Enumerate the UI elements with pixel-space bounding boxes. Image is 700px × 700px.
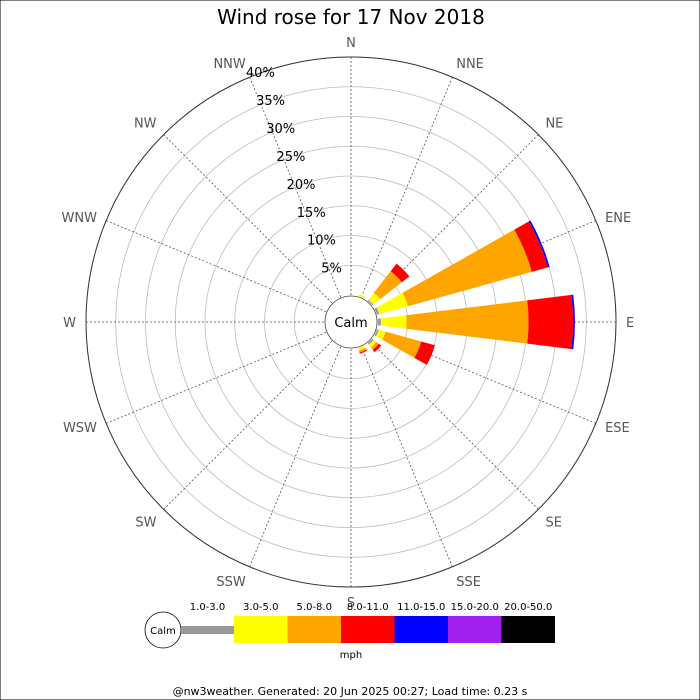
bar-ese-3.0-5.0	[376, 329, 386, 340]
bar-sse-8.0-11.0	[359, 349, 368, 354]
calm-circle	[324, 295, 378, 349]
bar-ese-8.0-11.0	[414, 341, 435, 365]
calm-center: Calm	[324, 295, 378, 349]
legend-swatch-1.0-3.0	[181, 626, 234, 634]
legend-swatch-20.0-50.0	[501, 616, 555, 643]
calm-label: Calm	[334, 316, 367, 331]
bar-e-5.0-8.0	[406, 300, 529, 344]
radial-tick-label: 30%	[266, 122, 295, 137]
radial-tick-label: 35%	[256, 94, 285, 109]
bar-sse-3.0-5.0	[358, 345, 366, 351]
bar-e-8.0-11.0	[527, 294, 574, 350]
bar-ene-5.0-8.0	[402, 229, 532, 307]
direction-label-nnw: NNW	[213, 57, 245, 72]
direction-label-sw: SW	[135, 515, 156, 530]
wind-bars	[358, 220, 575, 365]
bar-sse-5.0-8.0	[358, 347, 367, 353]
bar-se-8.0-11.0	[372, 343, 382, 353]
legend-label: 15.0-20.0	[451, 602, 499, 613]
direction-labels: N NNE NE ENE E ESE SE SSE S SSW SW WSW W WNW NW NNW	[61, 36, 634, 611]
bar-ne-3.0-5.0	[368, 292, 381, 305]
radial-tick-label: 10%	[307, 234, 336, 249]
bar-ene-1.0-3.0	[374, 307, 380, 315]
bar-e-3.0-5.0	[380, 315, 407, 329]
direction-label-e: E	[626, 316, 634, 331]
bar-ese-1.0-3.0	[374, 329, 379, 337]
direction-label-wsw: WSW	[63, 421, 97, 436]
direction-label-se: SE	[545, 515, 561, 530]
direction-label-s: S	[347, 596, 355, 611]
legend-label: 3.0-5.0	[243, 602, 278, 613]
bar-ene-8.0-11.0	[514, 221, 548, 272]
chart-title: Wind rose for 17 Nov 2018	[217, 5, 485, 29]
legend-label: 1.0-3.0	[190, 602, 225, 613]
legend-label: 11.0-15.0	[397, 602, 445, 613]
bar-nne-3.0-5.0	[358, 294, 366, 299]
radial-tick-labels: 5% 10% 15% 20% 25% 30% 35% 40%	[246, 66, 342, 277]
legend-calm-label: Calm	[150, 626, 176, 637]
radial-tick-label: 15%	[297, 206, 326, 221]
direction-label-n: N	[346, 36, 356, 51]
legend-label: 20.0-50.0	[504, 602, 552, 613]
direction-label-sse: SSE	[456, 575, 481, 590]
direction-label-nne: NNE	[456, 57, 484, 72]
legend-swatch-3.0-5.0	[234, 616, 288, 643]
legend-swatch-8.0-11.0	[341, 616, 395, 643]
direction-label-nw: NW	[134, 117, 157, 132]
legend-swatch-15.0-20.0	[448, 616, 502, 643]
speed-legend: Calm mph 1.0-3.0 3.0-5.0 5.0-8.0 8.0-11.0 11…	[144, 602, 555, 661]
legend-label: 8.0-11.0	[347, 602, 389, 613]
legend-swatch-5.0-8.0	[287, 616, 341, 643]
footer-text: @nw3weather. Generated: 20 Jun 2025 00:2…	[173, 685, 528, 698]
direction-label-ssw: SSW	[216, 575, 246, 590]
bar-ene-3.0-5.0	[376, 292, 408, 315]
radial-tick-label: 5%	[321, 262, 342, 277]
bar-e-1.0-3.0	[377, 318, 381, 326]
bar-ne-5.0-8.0	[373, 271, 402, 300]
legend-units: mph	[340, 650, 362, 661]
direction-label-ene: ENE	[605, 211, 631, 226]
bar-se-3.0-5.0	[368, 339, 377, 348]
radial-tick-label: 25%	[276, 150, 305, 165]
direction-label-wnw: WNW	[61, 211, 97, 226]
bar-se-1.0-3.0	[367, 338, 374, 345]
bar-ne-8.0-11.0	[390, 263, 410, 283]
legend-label: 5.0-8.0	[297, 602, 332, 613]
bar-ne-1.0-3.0	[367, 299, 374, 306]
radial-tick-label: 40%	[246, 66, 275, 81]
direction-label-ne: NE	[545, 117, 563, 132]
bar-ene-11.0-15.0	[528, 220, 550, 268]
bar-e-11.0-15.0	[571, 294, 575, 350]
legend-swatch-11.0-15.0	[394, 616, 448, 643]
radial-tick-label: 20%	[287, 178, 316, 193]
bar-se-5.0-8.0	[370, 341, 379, 350]
direction-label-ese: ESE	[605, 421, 630, 436]
direction-label-w: W	[63, 316, 76, 331]
bar-ese-5.0-8.0	[382, 331, 422, 358]
